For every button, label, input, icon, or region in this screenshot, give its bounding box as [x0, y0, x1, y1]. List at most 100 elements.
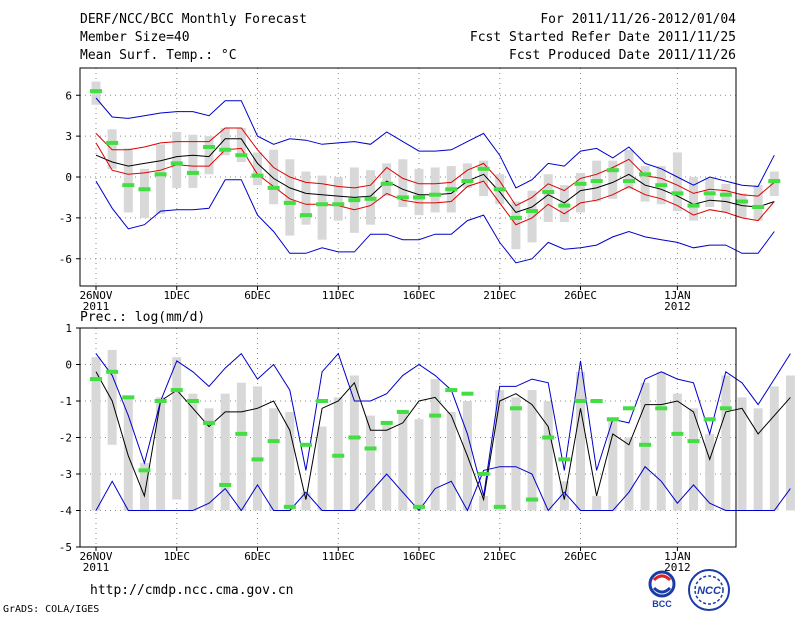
observed-marker: [526, 209, 539, 214]
observed-marker: [477, 472, 490, 476]
spread-box: [769, 171, 779, 197]
y-tick-label: 0: [65, 171, 72, 184]
spread-box: [753, 408, 763, 511]
minus_sd-line: [95, 142, 775, 226]
chart-title: DERF/NCC/BCC Monthly Forecast: [80, 12, 307, 27]
observed-marker: [477, 166, 490, 171]
observed-marker: [235, 431, 248, 436]
spread-box: [495, 390, 505, 511]
observed-marker: [655, 406, 668, 411]
observed-marker: [316, 399, 329, 403]
spread-box: [236, 382, 246, 511]
spread-box: [527, 390, 537, 511]
observed-marker: [283, 504, 296, 509]
spread-box: [543, 174, 553, 222]
spread-box: [543, 401, 553, 511]
source-url[interactable]: http://cmdp.ncc.cma.gov.cn: [90, 583, 294, 598]
spread-box: [398, 159, 408, 207]
observed-marker: [719, 406, 732, 411]
observed-marker: [364, 446, 377, 451]
observed-marker: [590, 399, 603, 403]
spread-box: [527, 190, 537, 243]
observed-marker: [186, 399, 199, 403]
observed-marker: [590, 179, 603, 184]
spread-box: [414, 168, 424, 216]
spread-box: [220, 127, 230, 156]
x-tick-label: 16DEC: [402, 289, 435, 302]
temperature-panel-title: Mean Surf. Temp.: °C: [80, 48, 237, 63]
spread-box: [656, 371, 666, 511]
observed-marker: [526, 497, 539, 502]
spread-box: [236, 127, 246, 163]
y-tick-label: -5: [59, 541, 72, 554]
x-tick-label: 26DEC: [564, 550, 597, 563]
observed-marker: [122, 395, 135, 400]
observed-marker: [267, 439, 280, 444]
observed-marker: [138, 187, 151, 192]
observed-marker: [154, 399, 167, 403]
spread-box: [139, 463, 149, 511]
observed-marker: [639, 172, 652, 177]
ncc-logo: NCC: [688, 569, 730, 611]
grads-credit: GrADS: COLA/IGES: [3, 604, 100, 615]
y-tick-label: -4: [59, 505, 73, 518]
x-tick-label: 26DEC: [564, 289, 597, 302]
spread-box: [253, 152, 262, 186]
spread-box: [479, 495, 489, 511]
spread-box: [624, 149, 634, 190]
observed-marker: [283, 200, 296, 205]
spread-box: [349, 375, 359, 511]
observed-marker: [251, 457, 264, 462]
x-tick-label: 21DEC: [483, 550, 516, 563]
spread-box: [430, 167, 440, 213]
y-tick-label: 0: [65, 359, 72, 372]
ncc-logo-text: NCC: [697, 585, 722, 597]
spread-box: [269, 149, 279, 205]
bcc-logo-text: BCC: [652, 599, 672, 609]
observed-marker: [671, 191, 684, 196]
spread-box: [317, 175, 327, 240]
spread-box: [220, 393, 230, 511]
observed-marker: [380, 420, 393, 425]
spread-box: [382, 422, 392, 511]
observed-marker: [396, 195, 409, 200]
spread-box: [204, 408, 214, 511]
observed-marker: [768, 179, 781, 184]
observed-marker: [687, 203, 700, 208]
spread-box: [576, 172, 585, 213]
spread-box: [156, 144, 166, 214]
observed-marker: [235, 153, 248, 158]
spread-box: [769, 386, 779, 511]
fcst-started-label: Fcst Started Refer Date 2011/11/25: [469, 30, 736, 45]
x-tick-year-label: 2011: [83, 300, 110, 313]
precipitation-panel-title: Prec.: log(mm/d): [80, 310, 206, 325]
spread-box: [576, 371, 585, 511]
observed-marker: [687, 439, 700, 444]
observed-marker: [203, 145, 216, 150]
observed-marker: [493, 504, 506, 509]
x-tick-label: 16DEC: [402, 550, 435, 563]
observed-marker: [445, 187, 458, 192]
observed-marker: [364, 196, 377, 201]
spread-box: [139, 168, 149, 218]
spread-box: [559, 481, 569, 511]
observed-marker: [138, 468, 151, 473]
x-tick-label: 6DEC: [244, 550, 271, 563]
spread-box: [705, 433, 715, 511]
spread-box: [123, 397, 133, 511]
observed-marker: [186, 170, 199, 175]
observed-marker: [396, 409, 409, 414]
spread-box: [511, 397, 521, 511]
fcst-produced-label: Fcst Produced Date 2011/11/26: [509, 48, 736, 63]
x-tick-year-label: 2012: [664, 300, 691, 313]
observed-marker: [170, 388, 183, 393]
spread-box: [511, 201, 521, 250]
spread-box: [253, 386, 262, 511]
min-line: [95, 179, 775, 264]
max-line: [95, 352, 791, 497]
x-tick-label: 6DEC: [244, 289, 271, 302]
member-size-label: Member Size=40: [80, 30, 190, 45]
spread-box: [737, 397, 747, 511]
